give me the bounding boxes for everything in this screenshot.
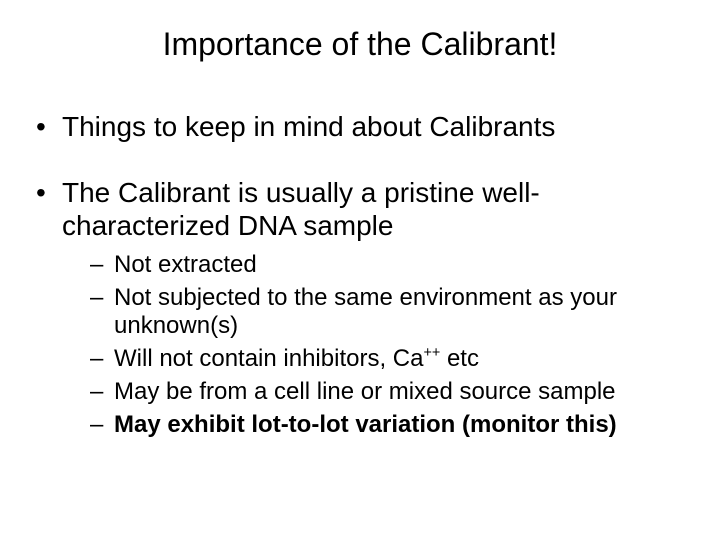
bullet-text: Things to keep in mind about Calibrants <box>62 111 555 142</box>
sub-bullet-text: Not extracted <box>114 251 257 278</box>
sub-bullet-text: Not subjected to the same environment as… <box>114 284 617 340</box>
slide: Importance of the Calibrant! Things to k… <box>0 0 720 540</box>
bullet-item: Things to keep in mind about Calibrants <box>36 110 684 144</box>
sub-bullet-item: May be from a cell line or mixed source … <box>90 378 684 407</box>
sub-bullet-text-pre: Will not contain inhibitors, Ca <box>114 345 423 372</box>
bullet-text: The Calibrant is usually a pristine well… <box>62 177 540 242</box>
slide-title: Importance of the Calibrant! <box>0 26 720 63</box>
sub-bullet-text-bold: May exhibit lot-to-lot variation (monito… <box>114 411 617 438</box>
sub-bullet-text: May be from a cell line or mixed source … <box>114 378 616 405</box>
sub-bullet-item: Not subjected to the same environment as… <box>90 284 684 342</box>
sub-bullet-item: Will not contain inhibitors, Ca++ etc <box>90 345 684 374</box>
bullet-item: The Calibrant is usually a pristine well… <box>36 176 684 440</box>
sub-bullet-text-post: etc <box>440 345 479 372</box>
slide-body: Things to keep in mind about Calibrants … <box>36 110 684 472</box>
sub-bullet-item: May exhibit lot-to-lot variation (monito… <box>90 411 684 440</box>
bullet-list-level1: Things to keep in mind about Calibrants … <box>36 110 684 440</box>
bullet-list-level2: Not extracted Not subjected to the same … <box>90 251 684 440</box>
superscript: ++ <box>423 345 440 361</box>
sub-bullet-item: Not extracted <box>90 251 684 280</box>
